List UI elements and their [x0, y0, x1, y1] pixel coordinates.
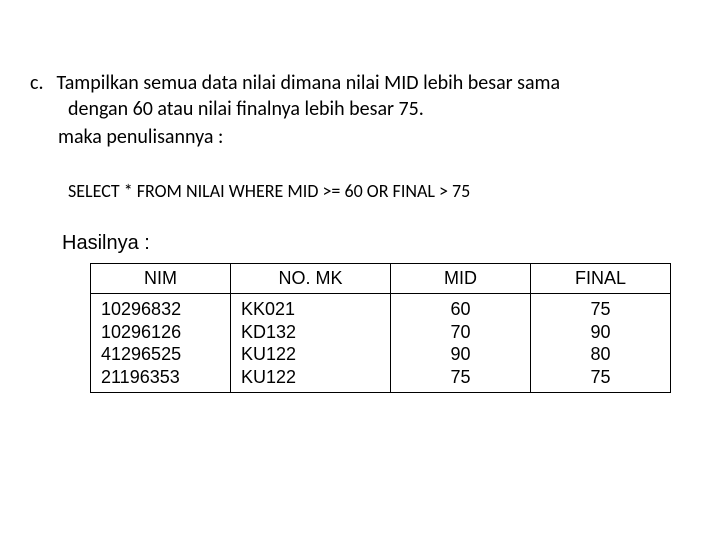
col-header-mid: MID	[391, 264, 531, 294]
cell-value: KK021	[241, 298, 380, 321]
cell-value: 70	[401, 321, 520, 344]
col-header-mk: NO. MK	[231, 264, 391, 294]
cell-value: 90	[541, 321, 660, 344]
cell-value: KU122	[241, 343, 380, 366]
cell-value: 10296832	[101, 298, 220, 321]
cell-value: KU122	[241, 366, 380, 389]
col-header-final: FINAL	[531, 264, 671, 294]
question-line-2: dengan 60 atau nilai finalnya lebih besa…	[30, 96, 690, 122]
cell-value: 75	[401, 366, 520, 389]
question-line-1: c. Tampilkan semua data nilai dimana nil…	[30, 70, 690, 96]
cell-value: 75	[541, 366, 660, 389]
cell-mid: 60 70 90 75	[391, 294, 531, 393]
cell-nim: 10296832 10296126 41296525 21196353	[91, 294, 231, 393]
question-block: c. Tampilkan semua data nilai dimana nil…	[30, 70, 690, 150]
cell-value: KD132	[241, 321, 380, 344]
cell-mk: KK021 KD132 KU122 KU122	[231, 294, 391, 393]
question-text-1: Tampilkan semua data nilai dimana nilai …	[57, 71, 561, 95]
cell-value: 10296126	[101, 321, 220, 344]
result-label: Hasilnya :	[62, 232, 690, 255]
cell-final: 75 90 80 75	[531, 294, 671, 393]
col-header-nim: NIM	[91, 264, 231, 294]
cell-value: 21196353	[101, 366, 220, 389]
sql-statement: SELECT * FROM NILAI WHERE MID >= 60 OR F…	[68, 180, 690, 202]
table-header-row: NIM NO. MK MID FINAL	[91, 264, 671, 294]
cell-value: 80	[541, 343, 660, 366]
question-line-3: maka penulisannya :	[30, 124, 690, 150]
result-table: NIM NO. MK MID FINAL 10296832 10296126 4…	[90, 263, 671, 393]
cell-value: 75	[541, 298, 660, 321]
table-row: 10296832 10296126 41296525 21196353 KK02…	[91, 294, 671, 393]
list-marker: c.	[30, 70, 52, 96]
cell-value: 60	[401, 298, 520, 321]
cell-value: 41296525	[101, 343, 220, 366]
cell-value: 90	[401, 343, 520, 366]
